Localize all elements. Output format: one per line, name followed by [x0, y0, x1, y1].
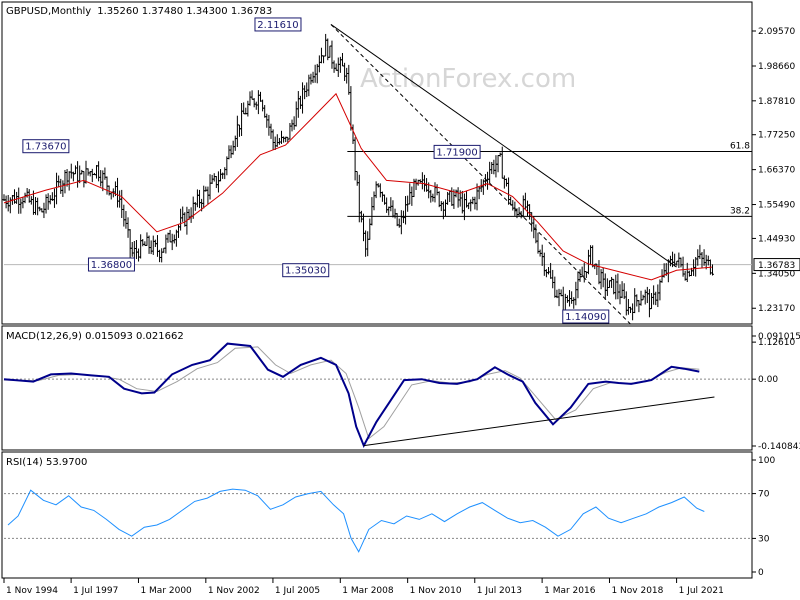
macd-trend-line [363, 396, 715, 447]
price-bars [2, 33, 714, 321]
price-y-tick-label: 1.98660 [758, 62, 795, 72]
fib-levels: 61.8 38.2 [347, 142, 752, 217]
price-annotation: 1.73670 [22, 139, 70, 154]
time-tick-label: 1 Nov 2002 [208, 586, 260, 596]
moving-average-line [3, 92, 712, 281]
price-annotation-label: 1.35030 [285, 266, 326, 277]
price-y-tick-label: 1.77250 [758, 131, 795, 141]
macd-support-line [363, 396, 715, 447]
time-tick-label: 1 Jul 1997 [73, 586, 118, 596]
rsi-panel: RSI(14) 53.9700 100 70 30 0 [1, 451, 775, 579]
solid-trend-line [330, 24, 677, 268]
price-annotation-label: 2.11610 [257, 20, 298, 31]
price-y-tick-label: 1.23170 [758, 304, 795, 314]
price-bar [710, 264, 714, 276]
time-tick-label: 1 Jul 2013 [477, 586, 522, 596]
price-annotation-label: 1.71900 [436, 147, 477, 158]
fib-level-label: 61.8 [730, 142, 750, 152]
rsi-y-tick-label: 100 [758, 456, 775, 466]
watermark: ActionForex.com [360, 64, 576, 94]
price-annotation: 2.11610 [254, 17, 302, 32]
macd-panel-frame [1, 325, 753, 451]
rsi-y-axis: 100 70 30 0 [752, 456, 775, 578]
time-tick-label: 1 Mar 2000 [140, 586, 192, 596]
dashed-trend-line [330, 24, 645, 338]
macd-panel-title: MACD(12,26,9) 0.015093 0.021662 [6, 331, 184, 342]
price-panel: ActionForex.com GBPUSD,Monthly 1.35260 1.… [1, 1, 800, 348]
price-y-tick-label: 1.12610 [758, 338, 795, 348]
rsi-y-tick-label: 0 [758, 568, 764, 578]
macd-y-tick-label: -0.140843 [758, 442, 800, 452]
time-tick-label: 1 Mar 2016 [544, 586, 596, 596]
price-annotation-box [433, 144, 481, 159]
time-tick-label: 1 Jul 2005 [275, 586, 320, 596]
rsi-levels [4, 493, 752, 539]
price-y-tick-label: 1.44930 [758, 234, 795, 244]
price-panel-title: GBPUSD,Monthly 1.35260 1.37480 1.34300 1.… [6, 6, 272, 17]
price-annotation-box [254, 17, 302, 32]
macd-panel: MACD(12,26,9) 0.015093 0.021662 0.091015… [1, 325, 800, 452]
time-axis: 1 Nov 1994 1 Jul 1997 1 Mar 2000 1 Nov 2002… [3, 578, 724, 596]
price-annotation-box [87, 257, 135, 272]
price-annotation: 1.14090 [562, 309, 610, 324]
price-y-axis: 2.09570 1.98660 1.87810 1.77250 1.66370 1.554… [752, 27, 795, 348]
price-annotation: 1.71900 [433, 144, 481, 159]
price-y-tick-label: 1.66370 [758, 166, 795, 176]
rsi-y-tick-label: 70 [758, 490, 770, 500]
time-tick-label: 1 Nov 1994 [6, 586, 58, 596]
price-annotation-label: 1.73670 [25, 142, 66, 153]
current-price-label: 1.36783 [758, 261, 795, 271]
current-price-tag: 1.36783 [753, 258, 800, 272]
price-annotation: 1.36800 [87, 257, 135, 272]
price-y-tick-label: 1.55490 [758, 201, 795, 211]
macd-y-tick-label: 0.00 [758, 375, 778, 385]
rsi-panel-title: RSI(14) 53.9700 [6, 457, 87, 468]
time-tick-label: 1 Nov 2018 [611, 586, 663, 596]
price-annotation: 1.35030 [282, 263, 330, 278]
price-annotation-label: 1.14090 [565, 312, 606, 323]
time-tick-label: 1 Jul 2021 [679, 586, 724, 596]
price-y-tick-label: 1.34050 [758, 269, 795, 279]
rsi-panel-frame [1, 451, 753, 579]
trend-lines [330, 24, 677, 338]
price-annotations: 2.11610 1.73670 1.36800 1.35030 1.71900 1.140… [22, 17, 610, 324]
macd-y-axis: 0.091015 0.00 -0.140843 [752, 332, 800, 452]
fib-level-label: 38.2 [730, 206, 750, 216]
price-annotation-box [282, 263, 330, 278]
price-y-tick-label: 2.09570 [758, 27, 795, 37]
rsi-y-tick-label: 30 [758, 534, 770, 544]
macd-y-tick-label: 0.091015 [758, 332, 800, 342]
price-y-tick-label: 1.87810 [758, 97, 795, 107]
price-annotation-box [22, 139, 70, 154]
price-annotation-label: 1.36800 [91, 260, 132, 271]
time-tick-label: 1 Mar 2008 [342, 586, 394, 596]
time-tick-label: 1 Nov 2010 [410, 586, 462, 596]
rsi-line [7, 488, 705, 553]
price-panel-frame [1, 1, 753, 325]
macd-signal-line [3, 346, 700, 440]
price-annotation-box [562, 309, 610, 324]
